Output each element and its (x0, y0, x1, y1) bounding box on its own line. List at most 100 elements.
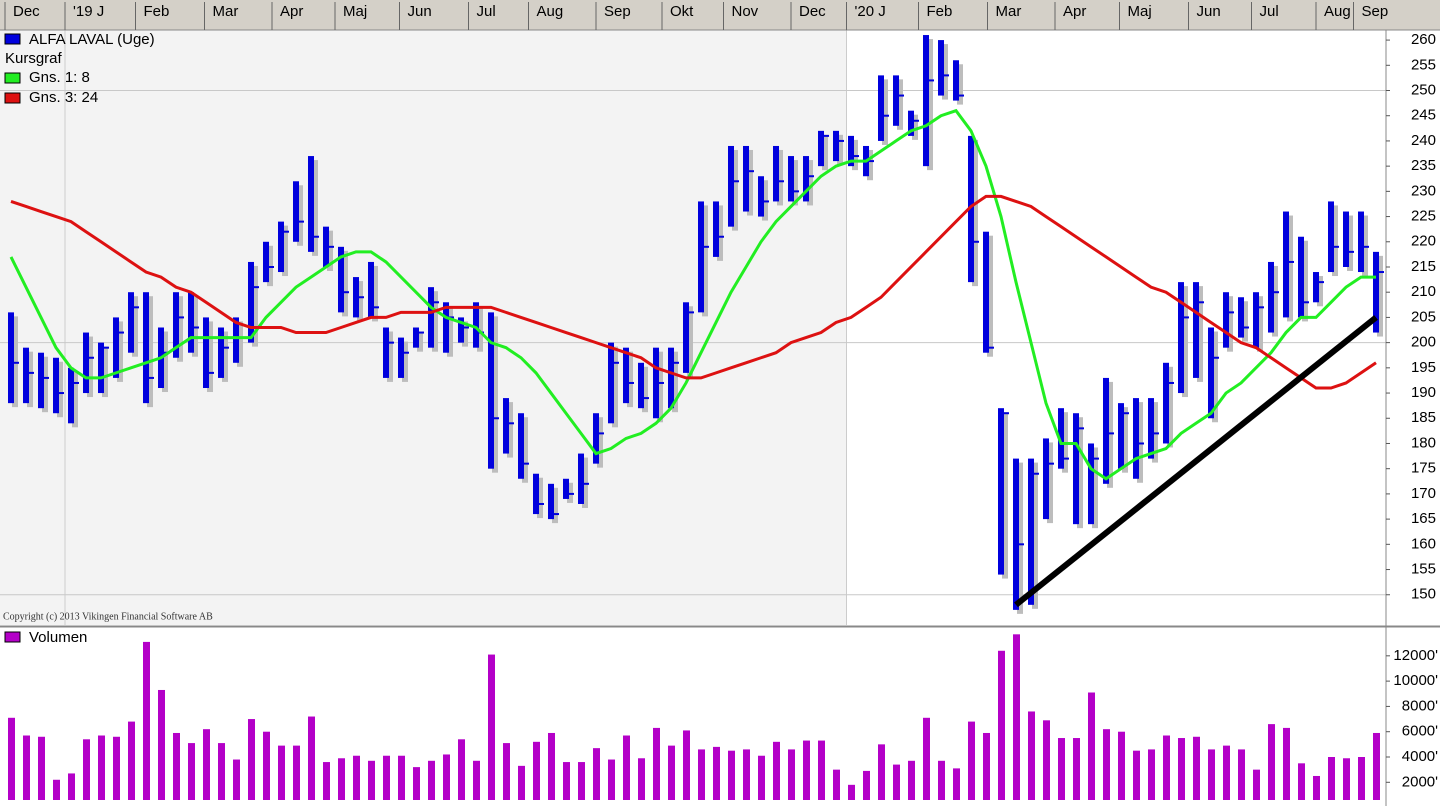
y-tick-label: 195 (1411, 359, 1436, 376)
y-tick-label: 10000' (1393, 672, 1438, 689)
price-bar (593, 413, 599, 464)
volume-bar (653, 727, 660, 800)
bar-shadow (342, 250, 348, 317)
price-bar (488, 312, 494, 469)
volume-bar (1268, 724, 1275, 800)
price-bar (1358, 211, 1364, 273)
bar-shadow (1152, 402, 1158, 463)
bar-shadow (1377, 255, 1383, 337)
price-bar (578, 453, 584, 504)
month-label: Nov (732, 3, 759, 20)
bar-shadow (567, 482, 573, 503)
price-bar (128, 292, 134, 353)
legend-label: Volumen (29, 629, 87, 646)
volume-bar (1238, 749, 1245, 800)
price-bar (713, 201, 719, 257)
volume-bar (1193, 736, 1200, 800)
volume-bar (23, 735, 30, 800)
price-bar (1103, 377, 1109, 484)
bar-shadow (1122, 407, 1128, 473)
y-tick-label: 155 (1411, 561, 1436, 578)
bar-shadow (1197, 286, 1203, 382)
bar-shadow (897, 79, 903, 130)
y-tick-label: 190 (1411, 384, 1436, 401)
bar-shadow (267, 245, 273, 287)
legend-swatch (4, 631, 21, 643)
volume-bar (983, 732, 990, 800)
price-bar (803, 156, 809, 202)
bar-shadow (702, 205, 708, 317)
bar-shadow (927, 39, 933, 171)
volume-bar (353, 755, 360, 800)
price-bar (428, 287, 434, 348)
bar-shadow (1242, 301, 1248, 342)
volume-bar (1283, 727, 1290, 800)
moving-average (10, 194, 1377, 390)
price-bar (1283, 211, 1289, 318)
month-label: Jul (477, 3, 496, 20)
bar-shadow (417, 331, 423, 352)
volume-bar (518, 765, 525, 800)
legend-subtitle: Kursgraf (5, 50, 63, 67)
plot-layer (0, 30, 1386, 800)
y-tick-label: 240 (1411, 132, 1436, 149)
y-tick-label: 2000' (1402, 773, 1438, 790)
y-tick-label: 260 (1411, 31, 1436, 48)
price-bar (1133, 398, 1139, 479)
price-bar (1238, 297, 1244, 338)
bar-shadow (1302, 240, 1308, 322)
price-bar (548, 483, 554, 520)
bar-shadow (12, 316, 18, 408)
month-label: Sep (1362, 3, 1389, 20)
price-bar (1028, 458, 1034, 605)
month-label: '19 J (73, 3, 104, 20)
y-tick-label: 250 (1411, 81, 1436, 98)
volume-bar (293, 745, 300, 800)
bar-shadow (402, 341, 408, 382)
bar-shadow (357, 281, 363, 322)
volume-bar (728, 750, 735, 800)
price-bar (953, 60, 959, 101)
bar-shadow (792, 160, 798, 206)
volume-bar (383, 755, 390, 800)
month-label: Maj (343, 3, 367, 20)
bar-shadow (1257, 296, 1263, 352)
volume-bar (863, 770, 870, 800)
bar-shadow (462, 321, 468, 347)
price-bar (8, 312, 14, 404)
price-bar (383, 327, 389, 378)
bar-shadow (312, 160, 318, 256)
volume-bar (743, 749, 750, 800)
y-tick-label: 170 (1411, 485, 1436, 502)
volume-bar (908, 760, 915, 800)
bar-shadow (987, 235, 993, 357)
bar-shadow (1287, 215, 1293, 322)
price-bar (608, 342, 614, 424)
volume-bar (218, 743, 225, 800)
volume-bar (623, 735, 630, 800)
bar-shadow (192, 296, 198, 357)
legend-swatch (4, 92, 21, 104)
bar-shadow (672, 351, 678, 413)
bar-shadow (87, 336, 93, 398)
bar-shadow (132, 296, 138, 357)
bar-shadow (1272, 265, 1278, 337)
volume-bar (1103, 729, 1110, 800)
copyright: Copyright (c) 2013 Vikingen Financial So… (3, 611, 213, 622)
volume-bar (1133, 750, 1140, 800)
price-bar (983, 231, 989, 353)
bar-shadow (882, 79, 888, 145)
month-label: Dec (13, 3, 40, 20)
volume-bar (113, 736, 120, 800)
volume-bar (1328, 757, 1335, 800)
volume-bar (1208, 749, 1215, 800)
y-tick-label: 165 (1411, 510, 1436, 527)
volume-bar (1178, 738, 1185, 800)
month-label: Apr (1063, 3, 1086, 20)
bar-shadow (852, 139, 858, 171)
moving-average (9, 108, 1376, 481)
month-label: Feb (927, 3, 953, 20)
price-bar (473, 302, 479, 348)
y-tick-label: 8000' (1402, 697, 1438, 714)
